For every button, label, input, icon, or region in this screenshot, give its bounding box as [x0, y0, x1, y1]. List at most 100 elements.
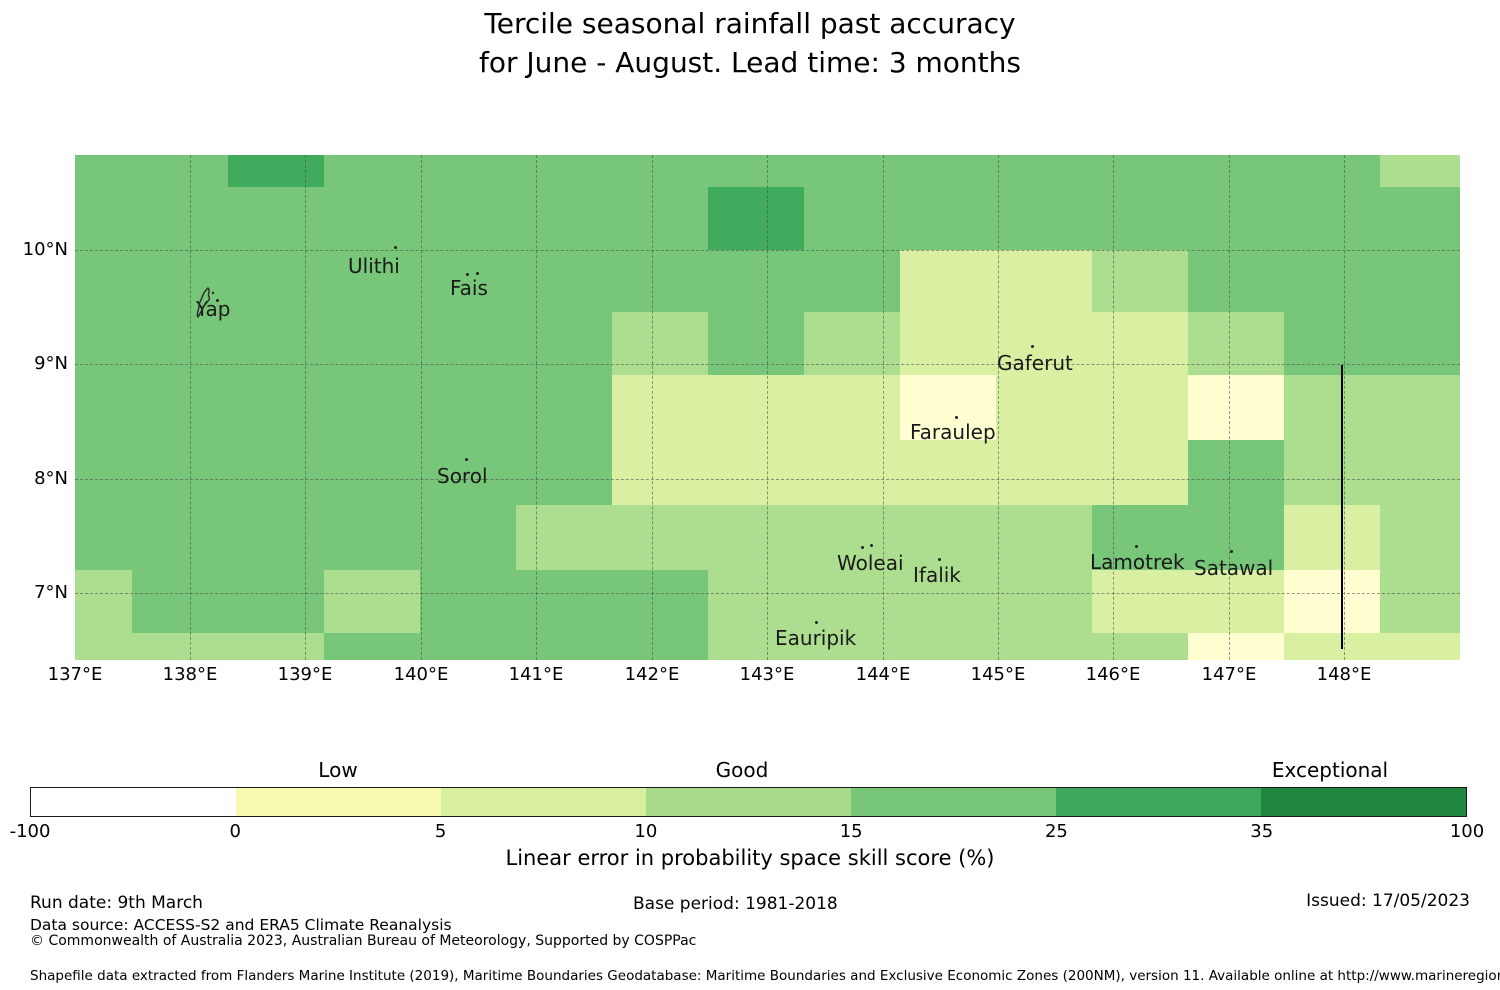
chart-title: Tercile seasonal rainfall past accuracy … [0, 4, 1500, 82]
x-axis-tick-label: 146°E [1085, 664, 1141, 685]
heatmap-cell [996, 250, 1092, 312]
colorbar-tick-label: 100 [1449, 821, 1485, 842]
x-axis-tick-label: 141°E [508, 664, 564, 685]
island-marker-dot [1134, 544, 1138, 548]
heatmap-cell [708, 155, 804, 187]
x-axis-tick-label: 147°E [1201, 664, 1257, 685]
heatmap-cell [1284, 155, 1380, 187]
issued-date-text: Issued: 17/05/2023 [1306, 891, 1470, 911]
island-label: Gaferut [997, 351, 1073, 375]
heatmap-cell [75, 440, 132, 505]
island-marker-dot [860, 545, 864, 549]
heatmap-cell [900, 155, 996, 187]
island-marker-dot [475, 271, 479, 275]
heatmap-cell [1284, 187, 1380, 250]
heatmap-cell [612, 375, 708, 440]
heatmap-cell [804, 312, 900, 375]
colorbar-segment [441, 788, 646, 816]
latitude-gridline [75, 593, 1460, 594]
heatmap-cell [1092, 633, 1188, 660]
x-axis-tick-label: 137°E [47, 664, 103, 685]
island-marker-dot [465, 272, 469, 276]
heatmap-cell [1092, 312, 1188, 375]
heatmap-cell [708, 312, 804, 375]
heatmap-cell [612, 440, 708, 505]
island-marker-dot [1030, 344, 1034, 348]
island-marker-dot [814, 620, 818, 624]
colorbar-tick-label: 5 [434, 821, 447, 842]
heatmap-cell [75, 187, 132, 250]
longitude-gridline [536, 155, 537, 660]
heatmap-cell [228, 155, 324, 187]
latitude-gridline [75, 364, 1460, 365]
heatmap-cell [1188, 570, 1284, 633]
colorbar-segment [1056, 788, 1261, 816]
colorbar-segment [236, 788, 441, 816]
heatmap-cell [516, 505, 612, 570]
heatmap-cell [1092, 187, 1188, 250]
heatmap-cell [1380, 375, 1460, 440]
heatmap-cell [1284, 440, 1380, 505]
heatmap-cell [420, 155, 516, 187]
heatmap-cell [1380, 570, 1460, 633]
heatmap-cell [900, 250, 996, 312]
heatmap-cell [420, 505, 516, 570]
y-axis-tick-label: 10°N [22, 239, 68, 260]
heatmap-cell [612, 570, 708, 633]
heatmap-cell [996, 187, 1092, 250]
heatmap-cell [612, 505, 708, 570]
heatmap-cell [420, 250, 516, 312]
island-label: Ifalik [913, 563, 961, 587]
eez-boundary-line [1341, 365, 1343, 649]
island-label: Sorol [437, 464, 488, 488]
heatmap-cell [1092, 375, 1188, 440]
heatmap-cell [228, 570, 324, 633]
heatmap-cell [1380, 633, 1460, 660]
colorbar-tick-label: 10 [634, 821, 658, 842]
island-marker-dot [1229, 549, 1233, 553]
longitude-gridline [305, 155, 306, 660]
heatmap-cell [75, 570, 132, 633]
island-marker-dot [869, 543, 873, 547]
heatmap-cell [804, 570, 900, 633]
x-axis-tick-label: 140°E [393, 664, 449, 685]
heatmap-cell [324, 155, 420, 187]
heatmap-cell [708, 633, 804, 660]
longitude-gridline [1229, 155, 1230, 660]
heatmap-cell [228, 505, 324, 570]
heatmap-cell [900, 505, 996, 570]
heatmap-cell [804, 440, 900, 505]
colorbar-category-label: Exceptional [1271, 758, 1389, 782]
heatmap-cell [708, 440, 804, 505]
heatmap-cell [804, 633, 900, 660]
heatmap-cell [75, 312, 132, 375]
heatmap-cell [1284, 312, 1380, 375]
heatmap-cell [612, 187, 708, 250]
island-label: Eauripik [775, 626, 857, 650]
heatmap-cell [996, 375, 1092, 440]
island-marker-dot [393, 245, 397, 249]
data-source-text: Data source: ACCESS-S2 and ERA5 Climate … [30, 916, 452, 934]
heatmap-cell [75, 155, 132, 187]
chart-title-line1: Tercile seasonal rainfall past accuracy [484, 7, 1016, 40]
heatmap-cell [1188, 505, 1284, 570]
heatmap-cell [420, 187, 516, 250]
heatmap-cell [324, 570, 420, 633]
heatmap-cell [1380, 312, 1460, 375]
heatmap-cell [1284, 570, 1380, 633]
heatmap-cell [75, 505, 132, 570]
heatmap-cell [996, 570, 1092, 633]
x-axis-tick-label: 148°E [1316, 664, 1372, 685]
heatmap-cell [1284, 250, 1380, 312]
heatmap-cell [516, 633, 612, 660]
heatmap-cell [1380, 250, 1460, 312]
colorbar-segment [851, 788, 1056, 816]
heatmap-cell [516, 155, 612, 187]
island-label: Woleai [837, 551, 904, 575]
heatmap-cell [996, 505, 1092, 570]
island-label: Fais [450, 276, 488, 300]
heatmap-cell [516, 570, 612, 633]
colorbar-tick-label: 15 [839, 821, 863, 842]
heatmap-cell [228, 187, 324, 250]
heatmap-cell [804, 250, 900, 312]
